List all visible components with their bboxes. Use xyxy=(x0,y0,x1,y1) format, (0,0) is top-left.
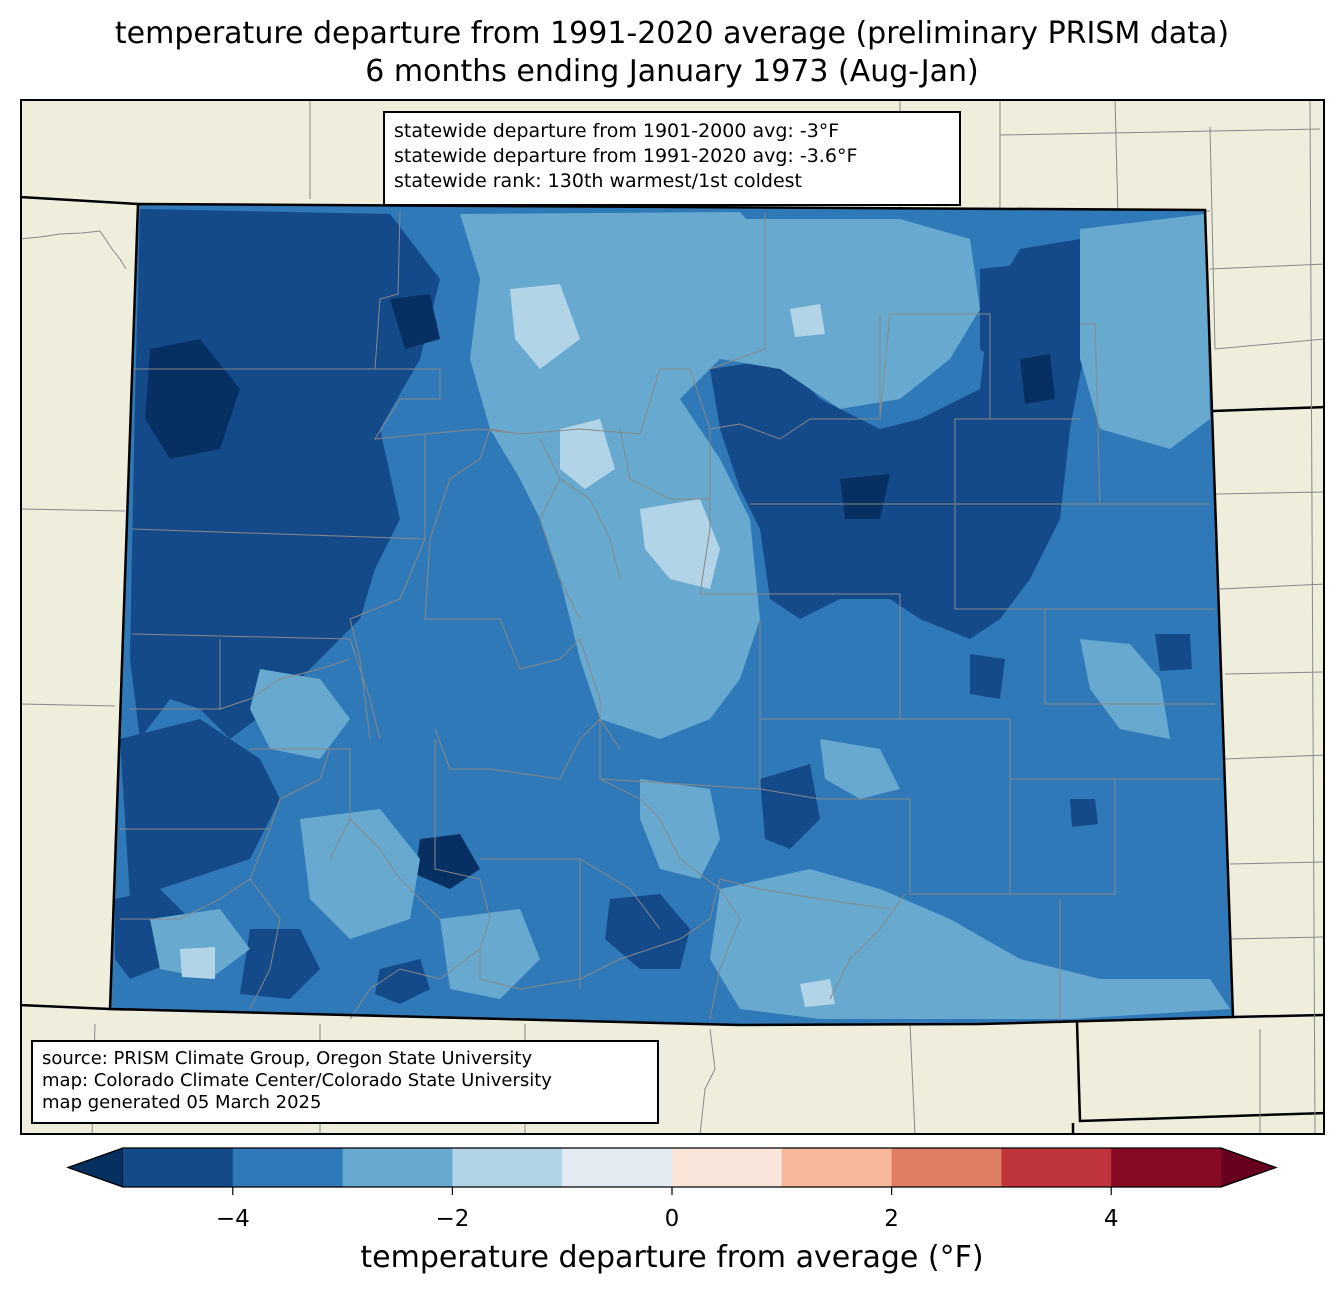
county-borders-colorado xyxy=(120,211,1220,1024)
stat-line-1901-2000: statewide departure from 1901-2000 avg: … xyxy=(394,120,840,142)
stat-line-1991-2020: statewide departure from 1991-2020 avg: … xyxy=(394,145,858,167)
colorbar-label: temperature departure from average (°F) xyxy=(360,1240,984,1275)
colorbar-segment xyxy=(672,1148,783,1187)
source-box: source: PRISM Climate Group, Oregon Stat… xyxy=(31,1040,659,1124)
colorbar-segment xyxy=(891,1148,1002,1187)
colorbar-segment xyxy=(123,1148,234,1187)
colorbar-segments xyxy=(66,1147,1278,1188)
colorbar-segment xyxy=(342,1148,453,1187)
colorbar-over-arrow xyxy=(1220,1147,1278,1188)
colorado-border xyxy=(108,202,1235,1027)
map-panel xyxy=(20,99,1325,1135)
colorado-temperature-field xyxy=(110,204,1233,1025)
colorbar-tick-marks xyxy=(232,1187,1112,1195)
colorbar-tick-label: −4 xyxy=(215,1206,250,1232)
colorbar-segment xyxy=(562,1148,673,1187)
map-credit-line: map: Colorado Climate Center/Colorado St… xyxy=(42,1070,552,1091)
colorbar-outline xyxy=(66,1147,1278,1188)
state-borders xyxy=(22,195,1323,1133)
colorbar-segment xyxy=(452,1148,563,1187)
colorado-map xyxy=(22,101,1323,1133)
colorbar-segment xyxy=(232,1148,344,1187)
colorbar-under-arrow xyxy=(66,1147,124,1188)
colorbar-tick-label: 0 xyxy=(664,1206,680,1232)
colorbar-segment xyxy=(781,1148,893,1187)
colorbar-segment xyxy=(1111,1148,1222,1187)
map-subtitle: 6 months ending January 1973 (Aug-Jan) xyxy=(365,54,979,89)
colorbar xyxy=(66,1147,1278,1195)
stat-line-rank: statewide rank: 130th warmest/1st coldes… xyxy=(394,170,803,192)
colorbar-tick-label: 4 xyxy=(1103,1206,1119,1232)
statewide-stats-box: statewide departure from 1901-2000 avg: … xyxy=(383,111,961,206)
generated-date-line: map generated 05 March 2025 xyxy=(42,1092,322,1113)
colorbar-segment xyxy=(1001,1148,1112,1187)
colorbar-tick-label: −2 xyxy=(435,1206,470,1232)
colorbar-tick-label: 2 xyxy=(884,1206,899,1232)
map-title: temperature departure from 1991-2020 ave… xyxy=(114,16,1230,51)
source-line: source: PRISM Climate Group, Oregon Stat… xyxy=(42,1048,533,1069)
